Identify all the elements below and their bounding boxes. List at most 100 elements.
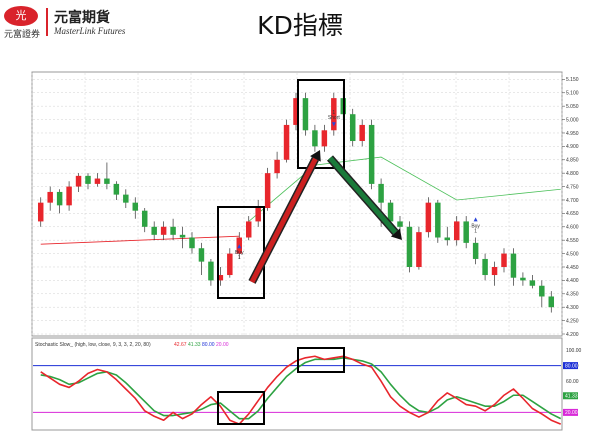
level-high-tag	[563, 362, 578, 370]
trend-line-red	[40, 235, 240, 245]
candle-body	[529, 280, 536, 286]
trend-lines	[40, 156, 561, 245]
candle-body	[123, 194, 129, 203]
candle-body	[472, 242, 479, 259]
downtrend-arrow	[328, 156, 398, 235]
candle-body	[208, 261, 214, 281]
uptrend-arrow-head	[310, 150, 321, 162]
marker-label: Buy	[471, 223, 480, 229]
candle-body	[491, 266, 498, 276]
y-tick-label: 5.150	[566, 77, 579, 83]
level-low-tag-label: 20.00	[565, 410, 578, 416]
candle-body	[416, 232, 422, 267]
candle-body	[170, 226, 176, 235]
marker-sub: 1	[474, 228, 477, 234]
logo-divider	[46, 8, 48, 36]
candle-body	[539, 285, 545, 297]
y-tick-label: 4.750	[566, 184, 579, 190]
logo-subtitle: 元富證券	[4, 29, 41, 39]
y-tick-label: 4.950	[566, 131, 579, 137]
highlight-boxes	[217, 79, 345, 425]
y-tick-label: 5.050	[566, 104, 579, 110]
candle-body	[189, 237, 195, 249]
candle-body	[104, 178, 110, 184]
stoch-legend: Stochastic Slow_ (high, low, close, 9, 3…	[35, 342, 151, 348]
candle-body	[510, 253, 517, 278]
marker-sub: 1	[238, 255, 241, 261]
level-high-tag-label: 80.00	[565, 363, 578, 369]
candle-body	[463, 221, 469, 243]
y-tick-label: 4.300	[566, 305, 579, 311]
buy-arrow-icon	[237, 244, 242, 249]
legend-value: 20.00	[216, 342, 229, 348]
candle-body	[293, 98, 299, 125]
logo-mark: 光	[4, 6, 38, 26]
legend-value: 41.33	[188, 342, 201, 348]
candle-body	[113, 183, 120, 195]
candle-body	[501, 253, 507, 267]
candle-body	[312, 130, 318, 147]
y-tick-label: 4.850	[566, 158, 579, 164]
marker-label: Buy	[235, 250, 244, 256]
y-tick-label: 4.700	[566, 198, 579, 204]
candle-body	[141, 210, 148, 227]
d-value-tag	[563, 392, 578, 400]
y-tick-label: 4.200	[566, 332, 579, 338]
candle-body	[520, 277, 526, 281]
candle-body	[160, 226, 167, 235]
candles	[37, 87, 555, 313]
kd-low-cross-box	[217, 391, 265, 425]
candle-body	[264, 173, 271, 209]
logo-name-en: MasterLink Futures	[54, 26, 126, 36]
y-tick-label: 4.350	[566, 292, 579, 298]
trend-arrows	[248, 150, 402, 284]
logo-name-cn: 元富期貨	[54, 10, 110, 26]
candle-body	[198, 248, 205, 262]
candle-body	[368, 124, 375, 184]
candle-body	[331, 98, 337, 131]
candle-body	[227, 253, 233, 276]
price-panel	[31, 71, 563, 337]
short-arrow-icon	[331, 122, 336, 127]
y-tick-label: 4.650	[566, 211, 579, 217]
candle-body	[548, 296, 555, 308]
y-tick-label: 4.400	[566, 278, 579, 284]
candle-body	[37, 202, 44, 222]
stoch-legend-values: 42.67 41.33 80.00 20.00	[174, 342, 229, 348]
candle-body	[66, 186, 72, 206]
candle-body	[387, 202, 394, 222]
header: 光 元富證券 元富期貨 MasterLink Futures KD指標	[0, 0, 600, 60]
uptrend-arrow	[249, 157, 318, 284]
legend-value: 42.67	[174, 342, 187, 348]
buy-arrow-icon	[473, 217, 478, 222]
candle-body	[75, 175, 82, 187]
y-tick-label: 4.900	[566, 144, 579, 150]
stoch-panel	[31, 337, 563, 431]
y-tick-label: 4.800	[566, 171, 579, 177]
candle-body	[378, 183, 384, 203]
y-tick-label: 5.100	[566, 91, 579, 97]
candle-body	[321, 130, 328, 147]
candle-body	[151, 226, 157, 235]
page-title: KD指標	[257, 11, 343, 40]
y-tick-label: 4.600	[566, 225, 579, 231]
stochastic-lines	[33, 355, 562, 425]
candle-body	[245, 221, 252, 238]
y-tick-label: 5.000	[566, 117, 579, 123]
candle-body	[359, 124, 365, 142]
k-line	[40, 355, 562, 425]
candle-body	[349, 114, 356, 142]
candle-body	[217, 275, 224, 281]
candle-body	[302, 98, 309, 131]
y-tick-label: 4.450	[566, 265, 579, 271]
candle-body	[397, 221, 403, 227]
candle-body	[56, 191, 63, 206]
y-tick-label: 4.550	[566, 238, 579, 244]
price-y-axis: 4.200 4.250 4.300 4.350 4.400 4.450 4.500 4.550…	[562, 77, 579, 338]
downtrend-arrow-head	[390, 228, 402, 240]
d-value-tag-label: 41.33	[565, 394, 578, 400]
logo: 光 元富證券 元富期貨 MasterLink Futures	[4, 6, 144, 39]
